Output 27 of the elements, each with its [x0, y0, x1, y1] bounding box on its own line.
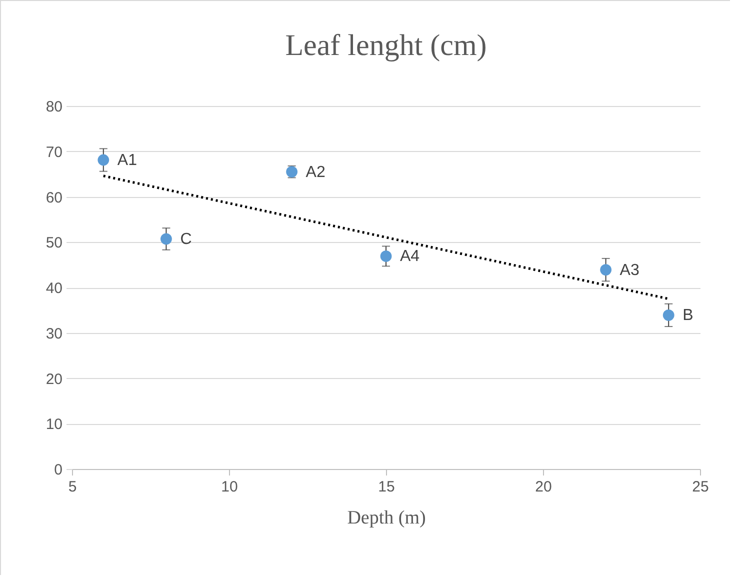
point — [662, 309, 674, 321]
y-tick-label: 80 — [46, 98, 62, 116]
y-tick-label: 70 — [46, 144, 62, 161]
x-tick-label: 20 — [535, 478, 552, 496]
x-tick-label: 25 — [692, 478, 709, 496]
annotation: A1 — [117, 152, 138, 169]
point — [160, 233, 172, 245]
y-tick-label: 30 — [46, 325, 62, 342]
y-tick-label: 20 — [46, 370, 62, 388]
annotation: A4 — [400, 248, 420, 266]
x-tick-label: 5 — [68, 478, 77, 496]
annotation: A3 — [620, 262, 640, 279]
y-tick-label: 10 — [46, 416, 62, 434]
chart-title: Leaf lenght (cm) — [285, 29, 487, 62]
y-tick-label: 0 — [54, 462, 62, 478]
y-tick-label: 40 — [46, 280, 62, 297]
annotation: A2 — [306, 164, 326, 181]
x-tick-label: 10 — [221, 478, 238, 496]
annotation: C — [180, 230, 192, 248]
point — [98, 154, 110, 166]
y-tick-label: 60 — [46, 189, 62, 206]
point — [600, 264, 612, 276]
x-axis-title: Depth (m) — [347, 508, 426, 528]
x-tick-label: 15 — [378, 478, 395, 496]
annotation: B — [682, 307, 694, 324]
point — [380, 250, 392, 262]
y-tick-label: 50 — [46, 234, 62, 252]
